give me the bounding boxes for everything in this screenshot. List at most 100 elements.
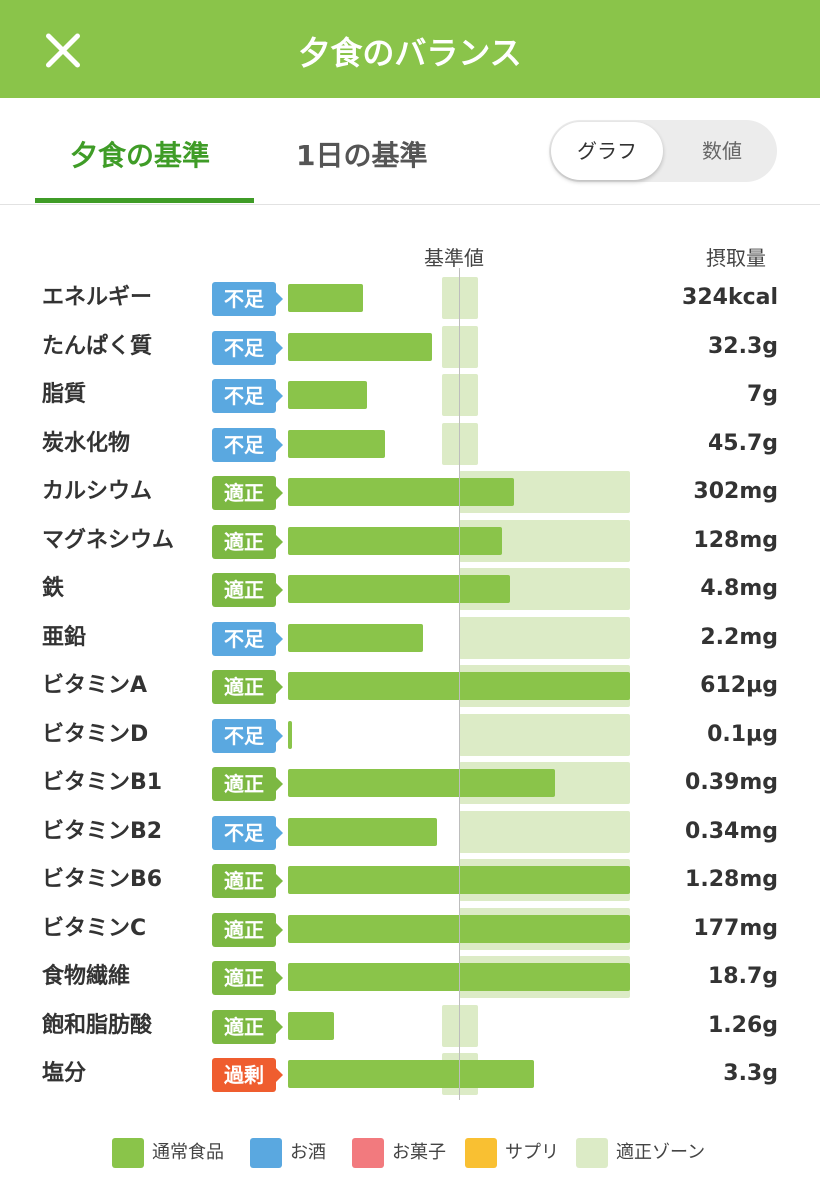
status-badge: 適正 bbox=[212, 767, 283, 801]
intake-bar bbox=[288, 575, 511, 603]
intake-amount: 324kcal bbox=[682, 285, 778, 310]
status-badge: 適正 bbox=[212, 524, 283, 559]
nutrient-name: 炭水化物 bbox=[42, 430, 131, 456]
tab-daily-standard[interactable]: 1日の基準 bbox=[296, 139, 428, 172]
legend: 通常食品 お酒 お菓子 サプリ 適正ゾーン bbox=[0, 1138, 820, 1168]
legend-label: 通常食品 bbox=[152, 1142, 224, 1163]
legend-label: サプリ bbox=[505, 1142, 559, 1163]
target-zone bbox=[459, 713, 630, 756]
nutrient-row: ビタミンB6 適正 1.28mg bbox=[0, 856, 820, 904]
intake-bar bbox=[288, 817, 437, 846]
intake-bar bbox=[288, 332, 432, 361]
legend-swatch bbox=[576, 1138, 608, 1168]
intake-amount: 1.28mg bbox=[685, 867, 778, 892]
intake-bar bbox=[288, 623, 424, 652]
intake-bar bbox=[288, 1011, 335, 1040]
intake-amount: 45.7g bbox=[707, 430, 778, 456]
target-zone bbox=[459, 616, 630, 659]
status-badge: 適正 bbox=[212, 961, 283, 995]
nutrient-row: エネルギー 不足 324kcal bbox=[0, 274, 820, 322]
status-badge: 適正 bbox=[212, 912, 283, 947]
nutrient-row: 食物繊維 適正 18.7g bbox=[0, 953, 820, 1001]
nutrient-name: ビタミンD bbox=[42, 721, 149, 747]
status-badge: 適正 bbox=[212, 670, 283, 704]
intake-amount: 3.3g bbox=[723, 1061, 778, 1086]
intake-amount: 7g bbox=[746, 382, 778, 407]
intake-amount: 0.1µg bbox=[707, 721, 778, 747]
page-title: 夕食のバランス bbox=[298, 34, 522, 72]
nutrient-name: 脂質 bbox=[42, 382, 87, 407]
target-zone bbox=[459, 810, 630, 853]
app-header: 夕食のバランス bbox=[0, 0, 820, 98]
toggle-value-button[interactable]: 数値 bbox=[702, 139, 742, 163]
nutrient-row: たんぱく質 不足 32.3g bbox=[0, 323, 820, 371]
status-badge: 不足 bbox=[212, 621, 283, 656]
target-zone bbox=[442, 374, 478, 416]
intake-amount: 612µg bbox=[700, 673, 778, 698]
intake-bar bbox=[288, 720, 292, 749]
reference-line bbox=[459, 268, 460, 1100]
legend-label: お菓子 bbox=[392, 1142, 446, 1163]
nutrient-name: ビタミンB6 bbox=[42, 867, 163, 892]
nutrient-row: 鉄 適正 4.8mg bbox=[0, 565, 820, 613]
nutrient-name: ビタミンA bbox=[42, 673, 148, 698]
target-zone bbox=[442, 325, 478, 368]
nutrient-name: 塩分 bbox=[42, 1061, 87, 1086]
nutrient-name: カルシウム bbox=[42, 479, 153, 504]
status-badge: 過剰 bbox=[212, 1058, 283, 1092]
status-badge: 不足 bbox=[212, 282, 283, 316]
intake-amount: 18.7g bbox=[707, 964, 778, 989]
nutrient-row: ビタミンC 適正 177mg bbox=[0, 905, 820, 953]
intake-amount: 4.8mg bbox=[700, 576, 778, 601]
nutrient-row: マグネシウム 適正 128mg bbox=[0, 517, 820, 565]
intake-bar bbox=[288, 284, 364, 312]
nutrient-row: ビタミンB2 不足 0.34mg bbox=[0, 808, 820, 856]
nutrient-row: 脂質 不足 7g bbox=[0, 371, 820, 419]
status-badge: 適正 bbox=[212, 573, 283, 607]
nutrient-row: 飽和脂肪酸 適正 1.26g bbox=[0, 1002, 820, 1050]
intake-amount: 128mg bbox=[693, 527, 778, 553]
intake-amount: 32.3g bbox=[707, 333, 778, 359]
nutrient-name: エネルギー bbox=[42, 285, 153, 310]
legend-swatch bbox=[112, 1138, 144, 1168]
status-badge: 不足 bbox=[212, 379, 283, 413]
tab-dinner-standard[interactable]: 夕食の基準 bbox=[70, 139, 211, 172]
status-badge: 不足 bbox=[212, 427, 283, 462]
nutrient-name: たんぱく質 bbox=[42, 333, 153, 359]
nutrient-name: 飽和脂肪酸 bbox=[42, 1012, 153, 1038]
intake-bar bbox=[288, 1060, 535, 1088]
tab-bar: 夕食の基準 1日の基準 bbox=[0, 98, 820, 205]
intake-amount: 302mg bbox=[693, 479, 778, 504]
intake-amount: 1.26g bbox=[707, 1012, 778, 1038]
legend-swatch bbox=[465, 1138, 497, 1168]
nutrient-name: 食物繊維 bbox=[42, 964, 131, 989]
intake-bar bbox=[288, 381, 367, 409]
nutrient-row: ビタミンB1 適正 0.39mg bbox=[0, 759, 820, 807]
intake-amount: 0.34mg bbox=[685, 818, 778, 844]
nutrient-name: 亜鉛 bbox=[42, 624, 87, 650]
nutrient-row: ビタミンD 不足 0.1µg bbox=[0, 711, 820, 759]
status-badge: 適正 bbox=[212, 1009, 283, 1044]
target-zone bbox=[442, 277, 478, 319]
nutrient-row: 塩分 過剰 3.3g bbox=[0, 1050, 820, 1098]
status-badge: 不足 bbox=[212, 330, 283, 365]
legend-swatch bbox=[250, 1138, 282, 1168]
nutrient-name: ビタミンB1 bbox=[42, 770, 163, 795]
intake-column-header: 摂取量 bbox=[706, 246, 766, 270]
nutrient-row: 炭水化物 不足 45.7g bbox=[0, 420, 820, 468]
legend-swatch bbox=[352, 1138, 384, 1168]
nutrient-name: 鉄 bbox=[42, 576, 65, 601]
status-badge: 適正 bbox=[212, 476, 283, 510]
active-tab-indicator bbox=[35, 198, 254, 203]
intake-bar bbox=[288, 769, 555, 797]
target-zone bbox=[442, 1004, 478, 1047]
intake-amount: 0.39mg bbox=[685, 770, 778, 795]
intake-bar bbox=[288, 429, 386, 458]
status-badge: 適正 bbox=[212, 864, 283, 898]
target-zone bbox=[442, 422, 478, 465]
intake-bar bbox=[288, 526, 502, 555]
view-toggle: グラフ 数値 bbox=[549, 120, 777, 182]
toggle-graph-button[interactable]: グラフ bbox=[551, 122, 663, 180]
legend-label: お酒 bbox=[290, 1142, 326, 1163]
intake-amount: 2.2mg bbox=[700, 624, 778, 650]
